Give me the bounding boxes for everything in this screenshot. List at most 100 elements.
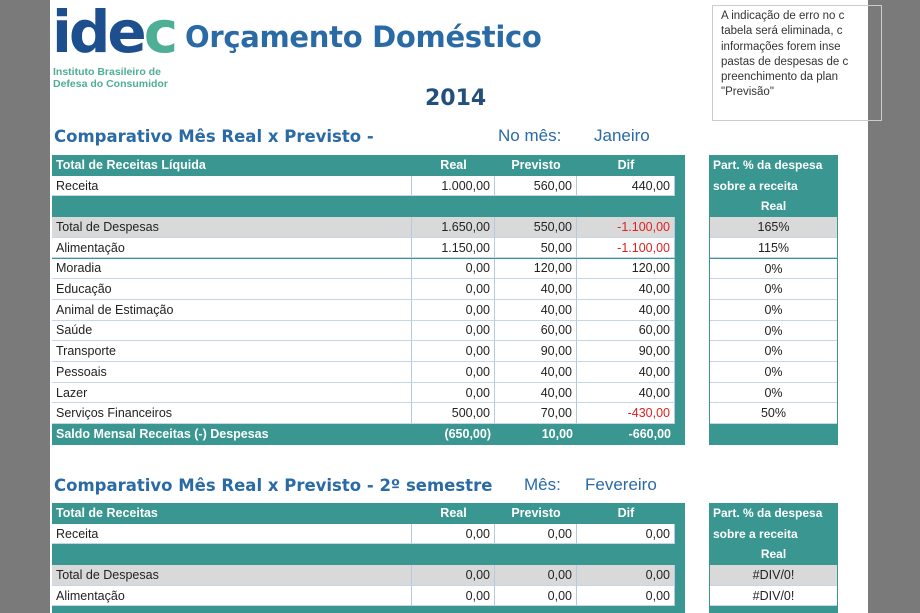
percent-table: Part. % da despesa sobre a receita Real 165…	[709, 155, 838, 445]
cell-value[interactable]: 560,00	[495, 175, 577, 197]
cell-value[interactable]: 0,00	[577, 585, 675, 607]
row-label: Serviços Financeiros	[52, 403, 412, 425]
cell-value[interactable]: 40,00	[577, 299, 675, 321]
cell-value[interactable]: 40,00	[577, 279, 675, 300]
cell-value[interactable]: 10,00	[541, 427, 573, 442]
cell-value[interactable]: -1.100,00	[577, 217, 675, 238]
spreadsheet-page: idec Instituto Brasileiro de Defesa do C…	[50, 0, 882, 613]
cell-value[interactable]: 0,00	[412, 258, 495, 280]
percent-cell[interactable]: 0%	[710, 341, 837, 362]
percent-cell[interactable]: 0%	[710, 362, 837, 383]
cell-value[interactable]: 60,00	[577, 320, 675, 342]
idec-logo: idec	[52, 0, 178, 66]
section-title: Comparativo Mês Real x Previsto -	[54, 127, 374, 146]
column-header: Real	[440, 506, 467, 521]
section-title: Comparativo Mês Real x Previsto - 2º sem…	[54, 476, 493, 495]
row-label: Alimentação	[52, 585, 412, 607]
cell-value[interactable]: 440,00	[577, 175, 675, 197]
row-label: Total de Despesas	[52, 565, 412, 586]
table-row: Transporte 0,00 90,00 90,00	[52, 341, 675, 362]
cell-value[interactable]: 40,00	[495, 279, 577, 300]
cell-value[interactable]: 0,00	[412, 341, 495, 362]
cell-value[interactable]: 0,00	[577, 565, 675, 586]
year-label: 2014	[425, 86, 487, 111]
month-value[interactable]: Fevereiro	[585, 475, 657, 494]
percent-header: Real	[760, 547, 787, 562]
percent-cell[interactable]: #DIV/0!	[710, 565, 837, 586]
column-header: Total de Receitas	[56, 506, 158, 521]
cell-value[interactable]: 1.650,00	[412, 217, 495, 238]
row-label: Educação	[52, 279, 412, 300]
note-textbox[interactable]: A indicação de erro no c tabela será elim…	[712, 5, 882, 121]
cell-value[interactable]: 40,00	[577, 362, 675, 383]
table-header-row: Total de Receitas Real Previsto Dif	[52, 503, 675, 524]
percent-header: sobre a receita	[713, 178, 798, 193]
percent-cell[interactable]: 0%	[710, 279, 837, 300]
percent-header: Part. % da despesa	[713, 506, 823, 520]
cell-value[interactable]: 40,00	[577, 382, 675, 404]
cell-value[interactable]: 0,00	[412, 382, 495, 404]
table-row: Total de Despesas 1.650,00 550,00 -1.100,00	[52, 217, 675, 238]
cell-value[interactable]: 0,00	[412, 279, 495, 300]
cell-value[interactable]: 0,00	[412, 523, 495, 545]
row-label: Moradia	[52, 258, 412, 280]
note-line: "Previsão"	[721, 86, 774, 99]
column-header: Real	[440, 158, 467, 173]
column-header: Dif	[617, 158, 635, 173]
logo-subtitle: Defesa do Consumidor	[53, 78, 168, 90]
cell-value[interactable]: 40,00	[495, 382, 577, 404]
cell-value[interactable]: 0,00	[412, 565, 495, 586]
cell-value[interactable]: -660,00	[628, 427, 671, 442]
note-line: informações forem inse	[721, 40, 841, 53]
percent-cell[interactable]: 0%	[710, 299, 837, 321]
note-line: A indicação de erro no c	[721, 10, 845, 22]
percent-cell[interactable]: 165%	[710, 217, 837, 238]
percent-cell[interactable]: 115%	[710, 237, 837, 259]
row-label: Total de Despesas	[52, 217, 412, 238]
percent-cell[interactable]: 50%	[710, 403, 837, 425]
table-row: Moradia 0,00 120,00 120,00	[52, 258, 675, 280]
cell-value[interactable]: 90,00	[495, 341, 577, 362]
cell-value[interactable]: 500,00	[412, 403, 495, 425]
cell-value[interactable]: 1.150,00	[412, 237, 495, 259]
table-row: Saúde 0,00 60,00 60,00	[52, 320, 675, 342]
balance-row: Saldo Mensal Receitas (-) Despesas (650,0…	[52, 424, 675, 445]
cell-value[interactable]: 50,00	[495, 237, 577, 259]
cell-value[interactable]: -1.100,00	[577, 237, 675, 259]
cell-value[interactable]: 0,00	[412, 362, 495, 383]
percent-cell[interactable]: 0%	[710, 320, 837, 342]
cell-value[interactable]: 0,00	[412, 320, 495, 342]
percent-cell[interactable]: #DIV/0!	[710, 585, 837, 607]
cell-value[interactable]: 0,00	[495, 523, 577, 545]
cell-value[interactable]: (650,00)	[444, 427, 491, 442]
row-label: Receita	[52, 175, 412, 197]
percent-header: Part. % da despesa	[713, 158, 823, 172]
percent-cell[interactable]: 0%	[710, 258, 837, 280]
cell-value[interactable]: 0,00	[495, 585, 577, 607]
note-line: preenchimento da plan	[721, 71, 838, 84]
cell-value[interactable]: 0,00	[577, 523, 675, 545]
cell-value[interactable]: -430,00	[577, 403, 675, 425]
cell-value[interactable]: 90,00	[577, 341, 675, 362]
table-header-row: Total de Receitas Líquida Real Previsto Dif	[52, 155, 675, 176]
column-header: Total de Receitas Líquida	[56, 158, 206, 173]
cell-value[interactable]: 120,00	[495, 258, 577, 280]
month-value[interactable]: Janeiro	[594, 126, 650, 145]
cell-value[interactable]: 70,00	[495, 403, 577, 425]
cell-value[interactable]: 60,00	[495, 320, 577, 342]
logo-subtitle: Instituto Brasileiro de	[53, 66, 161, 78]
table-row: Lazer 0,00 40,00 40,00	[52, 382, 675, 404]
cell-value[interactable]: 120,00	[577, 258, 675, 280]
cell-value[interactable]: 1.000,00	[412, 175, 495, 197]
table-row: Alimentação 1.150,00 50,00 -1.100,00	[52, 237, 675, 259]
cell-value[interactable]: 40,00	[495, 299, 577, 321]
cell-value[interactable]: 0,00	[495, 565, 577, 586]
table-row: Animal de Estimação 0,00 40,00 40,00	[52, 299, 675, 321]
row-label: Transporte	[52, 341, 412, 362]
row-label: Alimentação	[52, 237, 412, 259]
cell-value[interactable]: 40,00	[495, 362, 577, 383]
cell-value[interactable]: 0,00	[412, 299, 495, 321]
cell-value[interactable]: 0,00	[412, 585, 495, 607]
percent-cell[interactable]: 0%	[710, 382, 837, 404]
cell-value[interactable]: 550,00	[495, 217, 577, 238]
